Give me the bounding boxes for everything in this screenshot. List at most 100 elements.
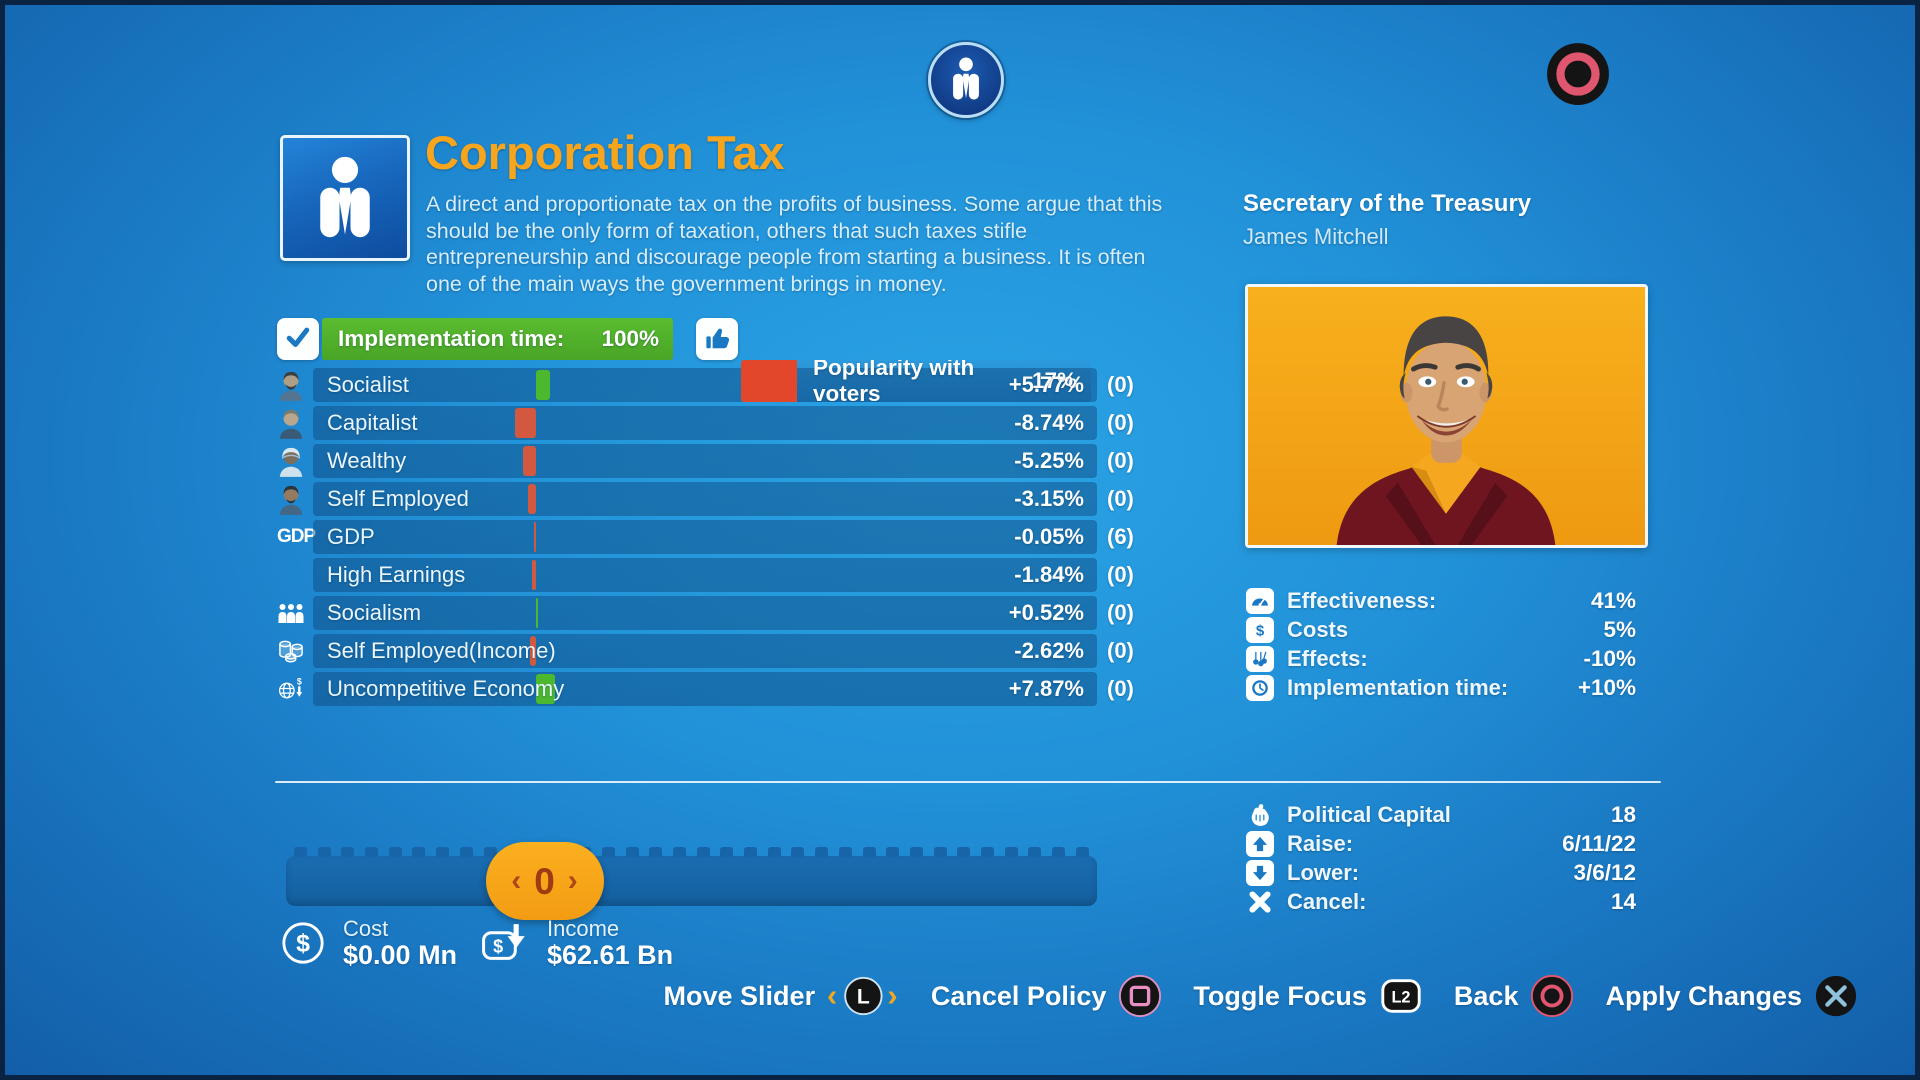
income-readout: Income $62.61 Bn xyxy=(547,917,673,970)
effect-value: +0.52% xyxy=(1008,600,1084,625)
slider-decrease-chevron[interactable]: ‹ xyxy=(511,864,522,897)
action-label: Move Slider xyxy=(663,980,816,1011)
minister-role: Secretary of the Treasury xyxy=(1243,190,1532,217)
action-back[interactable]: Back xyxy=(1454,973,1576,1019)
cost-readout: Cost $0.00 Mn xyxy=(343,917,457,970)
effect-label: High Earnings xyxy=(327,562,466,587)
effect-marker xyxy=(528,484,536,514)
effect-row[interactable]: Self Employed(Income) -2.62% (0) xyxy=(277,634,1157,668)
coins-icon xyxy=(277,634,313,668)
info-label: Lower: xyxy=(1287,859,1360,885)
info-value: 18 xyxy=(1610,801,1636,827)
ps-cross-icon xyxy=(1813,973,1859,1019)
thumbs-up-icon xyxy=(696,318,738,360)
info-label: Implementation time: xyxy=(1287,674,1509,700)
slider-increase-chevron[interactable]: › xyxy=(567,864,578,897)
effect-value: +5.77% xyxy=(1008,372,1084,397)
slider-ticks xyxy=(294,847,1089,857)
effect-row[interactable]: Capitalist -8.74% (0) xyxy=(277,406,1157,440)
policy-slider-track[interactable]: ‹ 0 › xyxy=(286,842,1097,920)
action-toggle-focus[interactable]: Toggle Focus L2 xyxy=(1193,973,1424,1019)
effect-marker xyxy=(523,446,536,476)
policy-icon xyxy=(280,135,410,261)
slider-tick xyxy=(649,847,663,857)
effect-marker xyxy=(536,598,538,628)
page-title: Corporation Tax xyxy=(425,126,785,179)
political-capital-icon xyxy=(1246,802,1274,828)
effect-row[interactable]: High Earnings -1.84% (0) xyxy=(277,558,1157,592)
slider-tick xyxy=(365,847,379,857)
effect-label: Capitalist xyxy=(327,410,418,435)
info-row: Cancel: 14 xyxy=(1246,887,1636,916)
info-value: 41% xyxy=(1590,587,1636,613)
effects-icon xyxy=(1246,645,1274,672)
slider-tick xyxy=(767,847,781,857)
no-icon xyxy=(277,558,313,592)
slider-tick xyxy=(673,847,686,857)
checkbox-icon xyxy=(283,322,313,357)
section-divider xyxy=(275,781,1661,783)
minister-portrait xyxy=(1248,287,1645,545)
slider-tick xyxy=(412,847,426,857)
slider-tick xyxy=(980,847,994,857)
effect-row[interactable]: GDP GDP -0.05% (6) xyxy=(277,520,1157,554)
slider-tick xyxy=(862,847,876,857)
thumbs-up-icon xyxy=(702,322,732,357)
ps-circle-small-icon xyxy=(1529,973,1575,1019)
slider-tick xyxy=(696,847,710,857)
slider-tick xyxy=(1075,847,1089,857)
effect-bar: Socialism +0.52% xyxy=(313,596,1097,630)
effect-bar: Wealthy -5.25% xyxy=(313,444,1097,478)
checkbox-icon xyxy=(277,318,319,360)
slider-tick xyxy=(436,847,450,857)
info-label: Raise: xyxy=(1287,830,1354,856)
info-value: +10% xyxy=(1577,674,1636,700)
effect-marker xyxy=(534,522,536,552)
slider-tick xyxy=(294,847,307,857)
action-cancel-policy[interactable]: Cancel Policy xyxy=(931,973,1164,1019)
effectiveness-icon xyxy=(1246,587,1274,614)
info-value: 3/6/12 xyxy=(1573,859,1636,885)
effect-row[interactable]: Socialist +5.77% (0) xyxy=(277,368,1157,402)
info-row: Effects: -10% xyxy=(1246,644,1636,673)
info-row: Implementation time: +10% xyxy=(1246,673,1636,702)
effect-value: -1.84% xyxy=(1014,562,1084,587)
action-move-slider[interactable]: Move Slider ‹ L › xyxy=(664,973,901,1019)
effect-marker xyxy=(536,674,555,704)
info-row: Effectiveness: 41% xyxy=(1246,586,1636,615)
slider-tick xyxy=(909,847,923,857)
effect-label: Socialist xyxy=(327,372,409,397)
effect-marker xyxy=(529,636,536,666)
slider-tick xyxy=(720,847,734,857)
policy-description: A direct and proportionate tax on the pr… xyxy=(426,192,1163,296)
slider-tick xyxy=(838,847,852,857)
ps-circle-button[interactable] xyxy=(1545,41,1611,107)
action-apply-changes[interactable]: Apply Changes xyxy=(1605,973,1859,1019)
policy-slider-handle[interactable]: ‹ 0 › xyxy=(485,842,604,920)
popularity-fill xyxy=(741,360,797,402)
action-label: Back xyxy=(1453,980,1519,1011)
slider-tick xyxy=(744,847,758,857)
effect-row[interactable]: Socialism +0.52% (0) xyxy=(277,596,1157,630)
effect-count: (0) xyxy=(1107,486,1134,511)
svg-text:L2: L2 xyxy=(1391,989,1410,1007)
minister-name: James Mitchell xyxy=(1243,224,1389,249)
effect-row[interactable]: Self Employed -3.15% (0) xyxy=(277,482,1157,516)
info-label: Effects: xyxy=(1287,645,1368,671)
action-label: Apply Changes xyxy=(1605,980,1802,1011)
effect-row[interactable]: Wealthy -5.25% (0) xyxy=(277,444,1157,478)
slider-tick xyxy=(317,847,331,857)
political-capital-list: Political Capital 18 Raise: 6/11/22 Lower: 3/… xyxy=(1246,800,1636,916)
svg-text:$: $ xyxy=(297,676,302,686)
implementation-time-icon xyxy=(1246,674,1274,701)
effect-marker xyxy=(531,560,536,590)
effect-marker xyxy=(515,408,536,438)
effect-count: (0) xyxy=(1107,410,1134,435)
implementation-time-bar: Implementation time: 100% xyxy=(322,318,673,360)
effect-value: -8.74% xyxy=(1014,410,1084,435)
ps-square-icon xyxy=(1117,973,1163,1019)
effect-row[interactable]: $ Uncompetitive Economy +7.87% (0) xyxy=(277,672,1157,706)
ps-circle-icon xyxy=(1545,43,1611,111)
effect-label: Self Employed(Income) xyxy=(327,638,556,663)
effect-value: -0.05% xyxy=(1014,524,1084,549)
